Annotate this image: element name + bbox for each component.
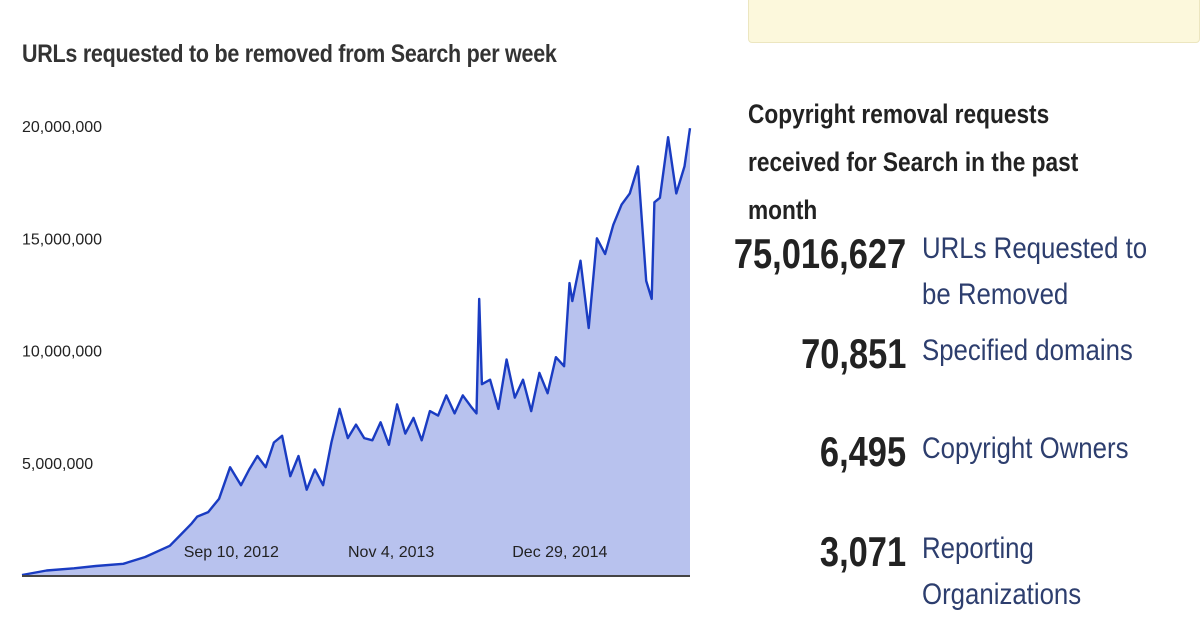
- y-tick-label: 15,000,000: [22, 231, 102, 248]
- stat-specified-domains: 70,851 Specified domains: [740, 330, 1200, 420]
- x-tick-label: Sep 10, 2012: [184, 544, 279, 561]
- y-tick-label: 10,000,000: [22, 344, 102, 361]
- x-axis-tick-labels: Sep 10, 2012 Nov 4, 2013 Dec 29, 2014: [184, 544, 608, 561]
- stat-copyright-owners: 6,495 Copyright Owners: [740, 428, 1200, 518]
- x-tick-label: Dec 29, 2014: [512, 544, 607, 561]
- area-fill: [22, 128, 690, 575]
- weekly-removal-area-chart: 5,000,00010,000,00015,000,00020,000,000 …: [21, 119, 692, 577]
- stat-reporting-organizations: 3,071 Reporting Organizations: [740, 528, 1200, 618]
- chart-title: URLs requested to be removed from Search…: [22, 40, 557, 68]
- stat-value: 70,851: [800, 330, 906, 377]
- stats-heading: Copyright removal requests received for …: [748, 99, 1079, 225]
- stat-value: 3,071: [819, 528, 906, 575]
- series-line: [21, 128, 692, 577]
- x-tick-label: Nov 4, 2013: [348, 544, 434, 561]
- stat-label[interactable]: Reporting Organizations: [922, 532, 1082, 611]
- stat-value: 6,495: [819, 428, 906, 475]
- stat-urls-requested: 75,016,627 URLs Requested to be Removed: [734, 222, 1200, 312]
- stat-label[interactable]: Specified domains: [922, 334, 1133, 367]
- y-axis-tick-labels: 5,000,000 10,000,000 15,000,000 20,000,000: [22, 119, 102, 473]
- notice-box: [748, 0, 1200, 43]
- y-tick-label: 20,000,000: [22, 119, 102, 136]
- y-tick-label: 5,000,000: [22, 456, 93, 473]
- stat-label[interactable]: URLs Requested to be Removed: [922, 232, 1148, 311]
- stat-label[interactable]: Copyright Owners: [922, 432, 1129, 465]
- stat-value: 75,016,627: [733, 230, 906, 277]
